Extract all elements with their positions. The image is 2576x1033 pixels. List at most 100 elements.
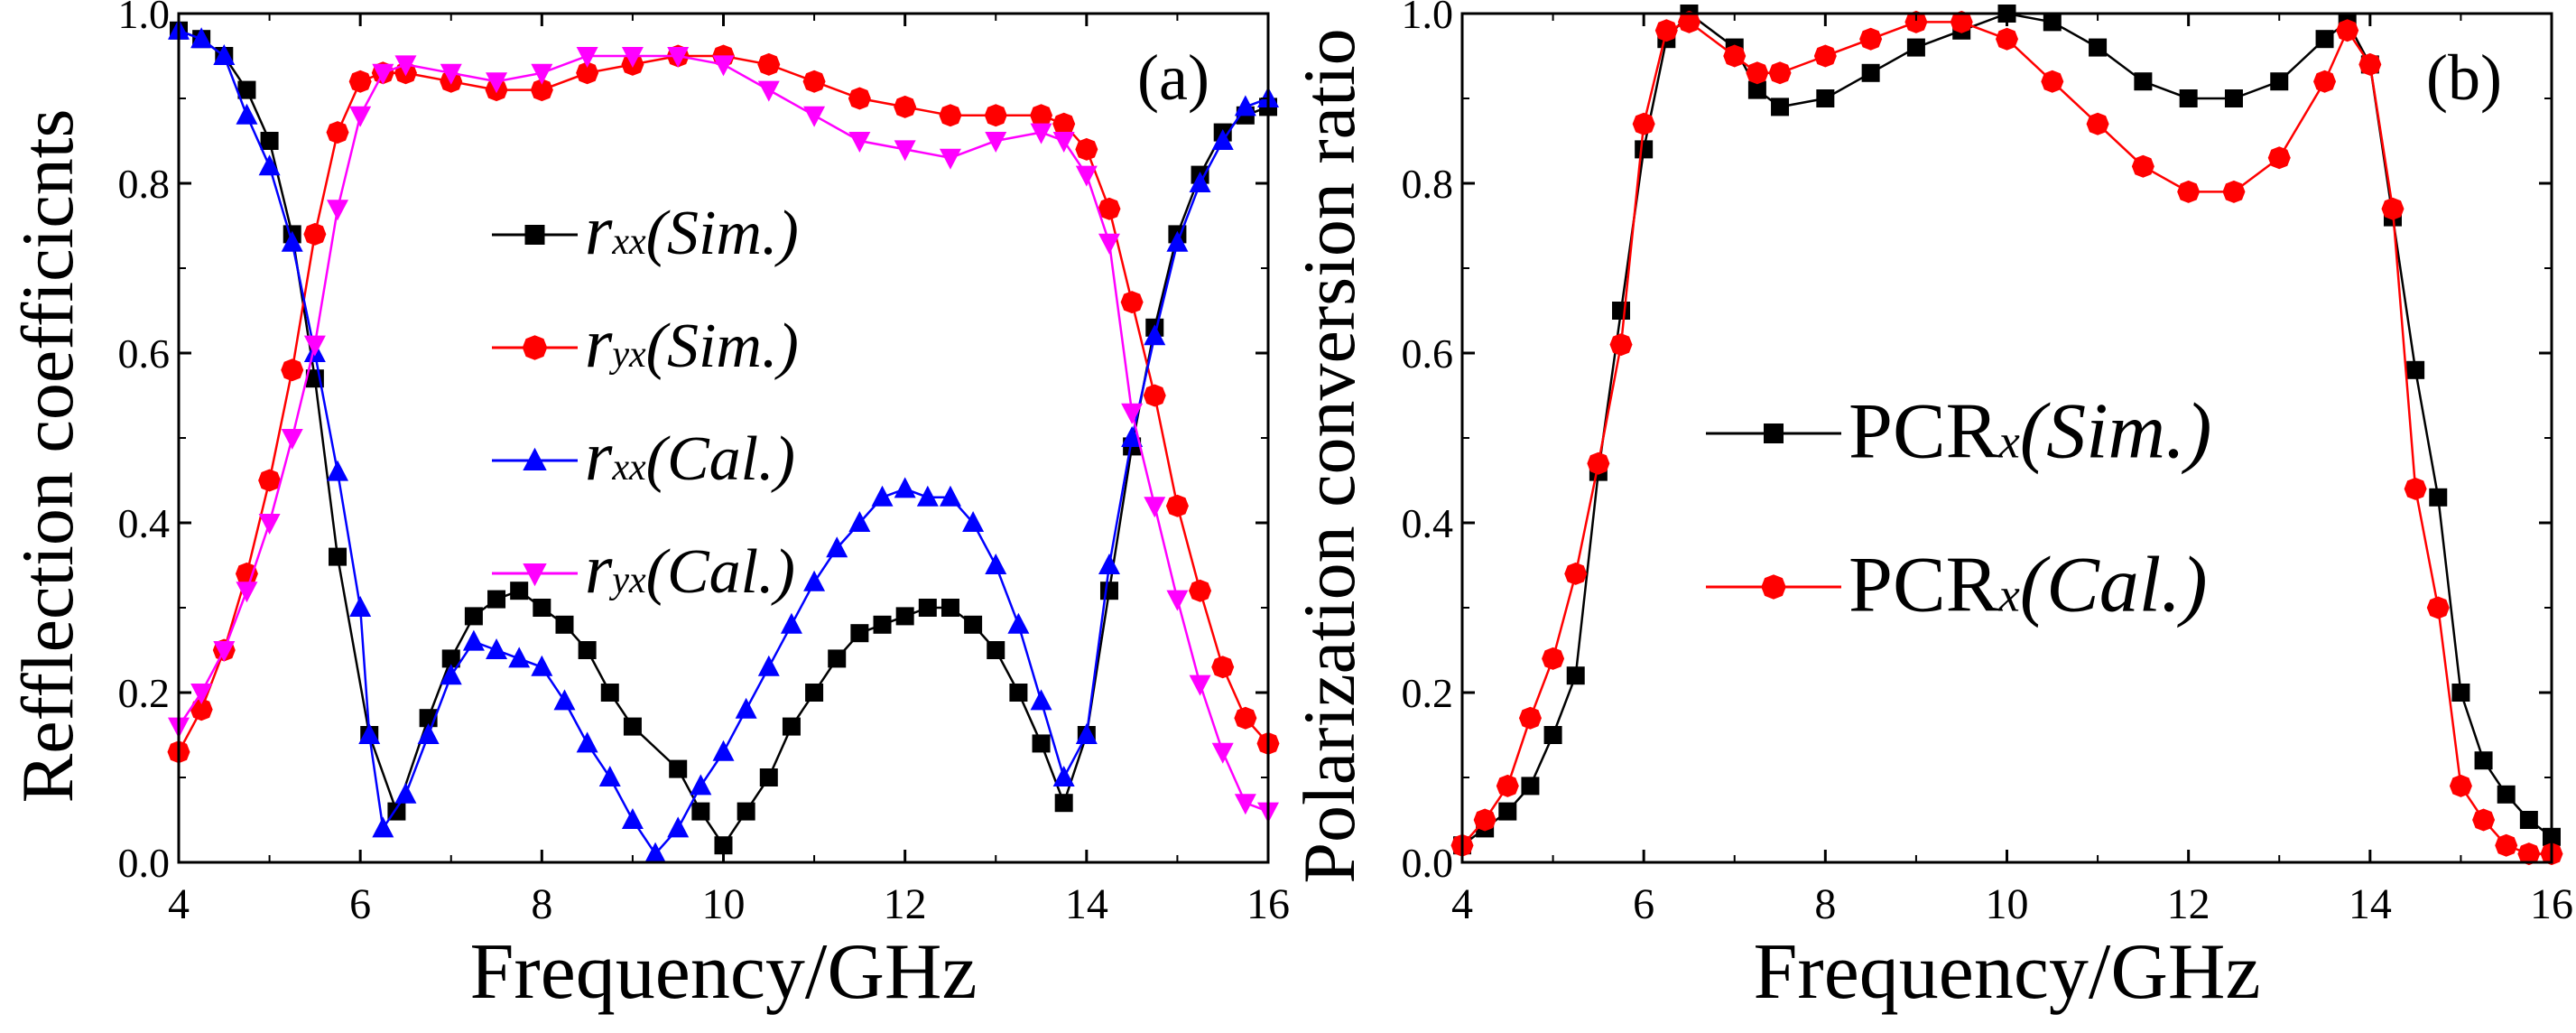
series-PCRx(Cal.) (1450, 10, 2563, 866)
marker-triangle-down (440, 63, 462, 85)
marker-triangle-down (576, 47, 598, 68)
y-tick-label: 0.8 (1402, 161, 1454, 207)
marker-triangle-down (190, 684, 213, 704)
legend-label: ryx(Cal.) (585, 529, 795, 608)
marker-circle (1234, 706, 1257, 730)
legend-subscript: yx (608, 334, 646, 376)
marker-circle (1813, 44, 1837, 68)
legend-item: rxx(Cal.) (492, 416, 795, 495)
marker-square (873, 615, 892, 634)
marker-triangle-down (985, 132, 1007, 153)
marker-square (1009, 684, 1028, 702)
legend-label: rxx(Cal.) (585, 416, 795, 495)
marker-circle (1143, 384, 1166, 407)
marker-triangle-up (712, 740, 735, 761)
marker-square (714, 836, 733, 855)
marker-square (828, 649, 847, 668)
marker-square (895, 607, 914, 626)
marker-circle (2381, 197, 2405, 220)
marker-triangle-down (1121, 403, 1144, 424)
marker-circle (1723, 44, 1747, 68)
marker-circle (303, 222, 327, 246)
marker-triangle-down (1211, 742, 1234, 764)
marker-triangle-up (826, 536, 848, 558)
marker-triangle-up (1030, 689, 1052, 711)
marker-triangle-down (1052, 132, 1075, 153)
marker-square (805, 684, 824, 702)
marker-square (669, 759, 688, 778)
marker-circle (1165, 494, 1189, 517)
marker-circle (2517, 842, 2541, 866)
marker-triangle-down (803, 106, 826, 127)
marker-square (237, 80, 256, 99)
marker-triangle-up (1098, 554, 1120, 574)
marker-square (1861, 63, 1880, 82)
marker-circle (984, 104, 1007, 127)
marker-square (987, 641, 1005, 659)
y-axis-label: Polarization conversion ratio (1288, 28, 1370, 883)
marker-circle (1496, 774, 1519, 797)
series-rxx(Cal.) (168, 18, 1279, 863)
marker-triangle-up (757, 655, 780, 676)
marker-triangle-down (394, 55, 417, 77)
legend-condition: (Cal.) (646, 537, 795, 607)
marker-triangle-down (258, 514, 281, 535)
legend: rxx(Sim.)ryx(Sim.)rxx(Cal.)ryx(Cal.) (492, 191, 799, 608)
marker-circle (1518, 706, 1542, 730)
marker-circle (530, 79, 553, 102)
marker-triangle-up (440, 664, 462, 685)
marker-circle (757, 52, 781, 76)
marker-triangle-up (1211, 129, 1234, 150)
series-ryx(Sim.) (167, 44, 1280, 764)
marker-circle (1052, 112, 1076, 135)
marker-triangle-up (939, 485, 961, 507)
legend-symbol: PCR (1849, 541, 1999, 628)
marker-circle (2086, 112, 2109, 135)
marker-triangle-up (1121, 426, 1144, 447)
marker-circle (1120, 291, 1144, 314)
marker-circle (1746, 61, 1769, 85)
legend-condition: (Sim.) (2020, 387, 2212, 475)
marker-circle (348, 70, 372, 93)
marker-circle (235, 562, 258, 585)
marker-triangle-down (712, 55, 735, 77)
x-tick-label: 6 (1633, 880, 1654, 928)
x-tick-label: 8 (531, 880, 552, 928)
x-tick-label: 12 (884, 880, 927, 928)
x-tick-label: 10 (702, 880, 746, 928)
marker-square (2134, 72, 2153, 91)
marker-triangle-down (667, 47, 690, 68)
marker-circle (2336, 19, 2359, 42)
marker-circle (2495, 833, 2518, 857)
marker-triangle-up (523, 447, 547, 470)
marker-triangle-down (939, 148, 961, 170)
marker-triangle-up (735, 697, 757, 719)
legend-subscript: xx (611, 221, 646, 263)
marker-square (782, 717, 801, 736)
legend-item: PCRx(Sim.) (1706, 387, 2211, 475)
marker-circle (2041, 70, 2064, 93)
marker-triangle-up (462, 629, 485, 651)
legend-subscript: x (1997, 415, 2020, 468)
marker-circle (2131, 154, 2154, 178)
legend-symbol: r (585, 191, 613, 269)
marker-triangle-up (1144, 324, 1166, 346)
marker-square (441, 649, 460, 668)
x-tick-label: 6 (349, 880, 371, 928)
marker-circle (1609, 333, 1633, 357)
marker-circle (1564, 562, 1588, 585)
legend-item: ryx(Sim.) (492, 303, 799, 382)
marker-triangle-up (1075, 723, 1098, 744)
marker-triangle-up (848, 511, 871, 532)
marker-square (2043, 13, 2062, 32)
marker-triangle-up (1007, 612, 1030, 634)
marker-circle (1189, 579, 1212, 602)
legend-label: PCRx(Sim.) (1849, 387, 2211, 475)
marker-circle (1859, 27, 1883, 51)
marker-square (1566, 666, 1585, 685)
marker-circle (894, 95, 917, 118)
legend-subscript: x (1997, 569, 2020, 621)
marker-triangle-down (1075, 165, 1098, 187)
marker-triangle-up (803, 570, 826, 591)
